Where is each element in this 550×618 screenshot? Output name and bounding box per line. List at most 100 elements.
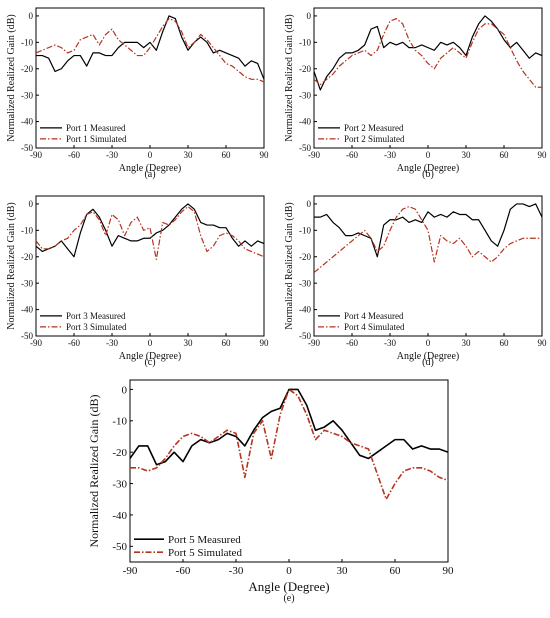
y-tick-label: -10 (299, 37, 311, 47)
y-axis-label: Normalized Realized Gain (dB) (284, 202, 295, 329)
y-tick-label: -40 (299, 117, 311, 127)
axis-ticks: -90 -60 -30 0 30 60 90 0 -10 -20 -30 -40 -50 (112, 384, 454, 577)
x-tick-label: -30 (384, 338, 396, 348)
x-tick-label: -90 (123, 565, 138, 577)
chart-panel-c: -90 -60 -30 0 30 60 90 0 -10 -20 -30 -40 -50 Port 3 … (6, 195, 270, 368)
y-tick-label: -30 (299, 278, 311, 288)
legend-label: Port 3 Simulated (66, 322, 127, 332)
x-tick-label: 60 (500, 150, 510, 160)
series-lines (36, 203, 264, 260)
legend-label: Port 5 Measured (168, 534, 241, 546)
x-tick-label: 0 (426, 150, 431, 160)
x-axis-label: Angle (Degree) (397, 351, 459, 362)
legend-label: Port 2 Measured (344, 123, 404, 133)
y-tick-label: -10 (21, 37, 33, 47)
x-tick-label: -30 (106, 150, 118, 160)
x-tick-label: -60 (176, 565, 191, 577)
y-tick-label: -50 (21, 331, 33, 341)
y-tick-label: -50 (112, 541, 127, 553)
y-tick-label: -20 (21, 64, 33, 74)
x-tick-label: -90 (30, 150, 42, 160)
x-tick-label: 60 (500, 338, 510, 348)
chart-panel-d: -90 -60 -30 0 30 60 90 0 -10 -20 -30 -40 -50 Port 4 … (284, 195, 547, 368)
y-tick-label: -40 (21, 305, 33, 315)
y-tick-label: -40 (21, 117, 33, 127)
y-tick-label: -30 (112, 478, 127, 490)
x-tick-label: 30 (462, 150, 472, 160)
series-lines (314, 203, 542, 274)
panel-label: (e) (283, 593, 294, 604)
series-line-measured (314, 203, 542, 258)
series-line-measured (36, 15, 264, 80)
x-tick-label: 0 (426, 338, 431, 348)
series-line-simulated (130, 388, 448, 501)
series-lines (314, 15, 542, 91)
panel-label: (b) (422, 169, 434, 180)
x-axis-label: Angle (Degree) (397, 163, 459, 174)
x-tick-label: -90 (308, 338, 320, 348)
y-tick-label: 0 (29, 11, 34, 21)
y-tick-label: -40 (299, 305, 311, 315)
y-tick-label: -50 (21, 143, 33, 153)
panel-label: (d) (422, 357, 434, 368)
series-line-simulated (314, 17, 542, 88)
axis-ticks: -90 -60 -30 0 30 60 90 0 -10 -20 -30 -40 -50 (299, 11, 547, 160)
x-tick-label: 90 (260, 150, 270, 160)
y-tick-label: -10 (21, 225, 33, 235)
y-tick-label: 0 (122, 384, 128, 396)
axis-ticks: -90 -60 -30 0 30 60 90 0 -10 -20 -30 -40 -50 (21, 11, 269, 160)
chart-panel-a: -90 -60 -30 0 30 60 90 0 -10 -20 -30 -40 -50 Port 1 … (6, 7, 269, 180)
y-axis-label: Normalized Realized Gain (dB) (6, 14, 17, 141)
x-tick-label: 60 (222, 338, 232, 348)
x-tick-label: 0 (148, 338, 153, 348)
y-tick-label: -20 (21, 252, 33, 262)
x-tick-label: -60 (346, 150, 358, 160)
y-tick-label: -30 (21, 90, 33, 100)
y-tick-label: 0 (307, 11, 312, 21)
y-tick-label: -40 (112, 510, 127, 522)
legend-label: Port 2 Simulated (344, 134, 405, 144)
x-tick-label: 60 (390, 565, 402, 577)
y-tick-label: -10 (299, 225, 311, 235)
series-line-measured (36, 203, 264, 258)
y-tick-label: -30 (21, 278, 33, 288)
x-tick-label: -30 (384, 150, 396, 160)
series-line-simulated (36, 205, 264, 260)
legend-label: Port 1 Simulated (66, 134, 127, 144)
x-tick-label: 30 (337, 565, 349, 577)
y-tick-label: -30 (299, 90, 311, 100)
y-axis-label: Normalized Realized Gain (dB) (87, 395, 101, 548)
x-tick-label: 30 (462, 338, 472, 348)
y-tick-label: -50 (299, 143, 311, 153)
x-tick-label: 60 (222, 150, 232, 160)
y-tick-label: -20 (299, 64, 311, 74)
x-tick-label: -60 (68, 150, 80, 160)
series-line-simulated (36, 17, 264, 83)
y-tick-label: 0 (29, 199, 34, 209)
x-tick-label: 90 (538, 338, 548, 348)
y-tick-label: 0 (307, 199, 312, 209)
panel-label: (a) (144, 169, 155, 180)
series-lines (36, 15, 264, 83)
panel-label: (c) (144, 357, 155, 368)
y-tick-label: -20 (299, 252, 311, 262)
legend-label: Port 5 Simulated (168, 547, 242, 559)
series-lines (130, 388, 448, 501)
y-axis-label: Normalized Realized Gain (dB) (284, 14, 295, 141)
y-tick-label: -50 (299, 331, 311, 341)
y-axis-label: Normalized Realized Gain (dB) (6, 202, 17, 329)
axis-ticks: -90 -60 -30 0 30 60 90 0 -10 -20 -30 -40 -50 (299, 199, 547, 348)
x-tick-label: 0 (148, 150, 153, 160)
chart-panel-b: -90 -60 -30 0 30 60 90 0 -10 -20 -30 -40 -50 Port 2 … (284, 7, 547, 180)
x-tick-label: 90 (443, 565, 455, 577)
x-tick-label: 0 (286, 565, 292, 577)
x-tick-label: 30 (184, 338, 194, 348)
x-tick-label: 90 (260, 338, 270, 348)
x-axis-label: Angle (Degree) (119, 163, 181, 174)
series-line-measured (130, 388, 448, 466)
